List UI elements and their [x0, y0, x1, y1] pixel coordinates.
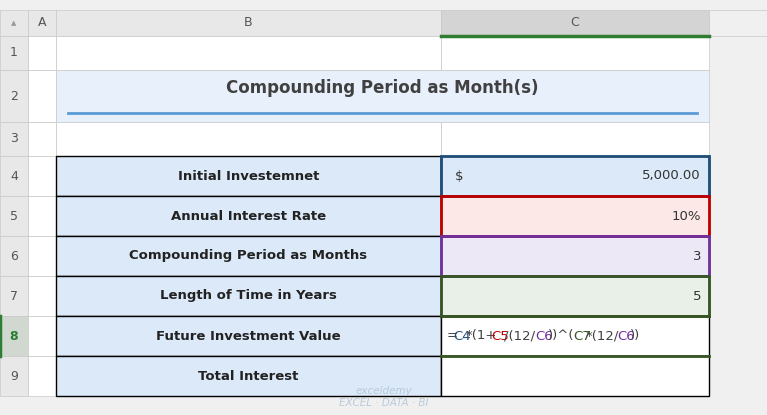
Bar — [0, 122, 28, 156]
Bar — [441, 196, 709, 236]
Text: 3: 3 — [10, 132, 18, 146]
Bar — [441, 36, 709, 70]
Bar — [28, 276, 56, 316]
Bar — [0, 316, 28, 356]
Text: 4: 4 — [10, 169, 18, 183]
Bar — [56, 356, 441, 396]
Bar — [56, 316, 441, 356]
Text: 8: 8 — [10, 330, 18, 342]
Bar — [709, 196, 767, 236]
Text: A: A — [38, 17, 46, 29]
Bar — [56, 36, 441, 70]
Bar — [709, 316, 767, 356]
Bar — [0, 36, 28, 70]
Bar — [56, 156, 441, 196]
Bar — [441, 122, 709, 156]
Bar — [709, 156, 767, 196]
Bar — [441, 356, 709, 396]
Bar — [0, 196, 28, 236]
Bar — [441, 276, 709, 316]
Text: Annual Interest Rate: Annual Interest Rate — [171, 210, 326, 222]
Text: ▲: ▲ — [12, 20, 17, 26]
Bar — [441, 156, 709, 196]
Bar — [28, 156, 56, 196]
Text: 10%: 10% — [671, 210, 701, 222]
Bar — [709, 10, 767, 36]
Text: Compounding Period as Months: Compounding Period as Months — [130, 249, 367, 263]
Bar — [0, 10, 767, 36]
Text: )): )) — [630, 330, 640, 342]
Text: C6: C6 — [617, 330, 635, 342]
Text: $: $ — [455, 169, 463, 183]
Bar — [0, 236, 28, 276]
Bar — [56, 276, 441, 316]
Text: C5: C5 — [491, 330, 509, 342]
Text: Future Investment Value: Future Investment Value — [156, 330, 341, 342]
Bar — [441, 236, 709, 276]
Text: C6: C6 — [535, 330, 553, 342]
Text: ))^(: ))^( — [548, 330, 574, 342]
Bar — [0, 356, 28, 396]
Text: 5,000.00: 5,000.00 — [643, 169, 701, 183]
Text: /(12/: /(12/ — [504, 330, 535, 342]
Bar — [28, 70, 56, 122]
Text: C7: C7 — [573, 330, 591, 342]
Bar — [441, 10, 709, 36]
Bar — [28, 356, 56, 396]
Text: C4: C4 — [453, 330, 471, 342]
Bar — [56, 10, 441, 36]
Bar — [709, 276, 767, 316]
Bar — [709, 122, 767, 156]
Bar — [56, 196, 441, 236]
Bar — [28, 196, 56, 236]
Bar — [709, 36, 767, 70]
Text: 5: 5 — [693, 290, 701, 303]
Text: 7: 7 — [10, 290, 18, 303]
Text: *(1+: *(1+ — [466, 330, 497, 342]
Bar — [0, 156, 28, 196]
Bar — [441, 316, 709, 356]
Bar — [709, 70, 767, 122]
Text: 2: 2 — [10, 90, 18, 103]
Text: =: = — [447, 330, 458, 342]
Text: 6: 6 — [10, 249, 18, 263]
Bar — [0, 10, 28, 36]
Text: Total Interest: Total Interest — [199, 369, 298, 383]
Bar — [28, 122, 56, 156]
Text: *(12/: *(12/ — [585, 330, 619, 342]
Bar — [56, 236, 441, 276]
Bar — [709, 236, 767, 276]
Bar — [0, 70, 28, 122]
Bar — [441, 156, 709, 196]
Bar — [441, 196, 709, 236]
Bar — [28, 10, 56, 36]
Bar — [709, 356, 767, 396]
Bar — [441, 236, 709, 276]
Bar — [56, 122, 441, 156]
Text: B: B — [244, 17, 253, 29]
Bar — [28, 316, 56, 356]
Bar — [0, 276, 28, 316]
Text: 5: 5 — [10, 210, 18, 222]
Bar — [56, 70, 709, 122]
Text: exceldemy
EXCEL · DATA · BI: exceldemy EXCEL · DATA · BI — [339, 386, 428, 408]
Bar — [28, 36, 56, 70]
Text: 3: 3 — [693, 249, 701, 263]
Text: Initial Investemnet: Initial Investemnet — [178, 169, 319, 183]
Text: 1: 1 — [10, 46, 18, 59]
Text: C: C — [571, 17, 579, 29]
Text: Compounding Period as Month(s): Compounding Period as Month(s) — [226, 79, 538, 97]
Bar — [28, 236, 56, 276]
Text: Length of Time in Years: Length of Time in Years — [160, 290, 337, 303]
Bar — [441, 276, 709, 316]
Text: 9: 9 — [10, 369, 18, 383]
